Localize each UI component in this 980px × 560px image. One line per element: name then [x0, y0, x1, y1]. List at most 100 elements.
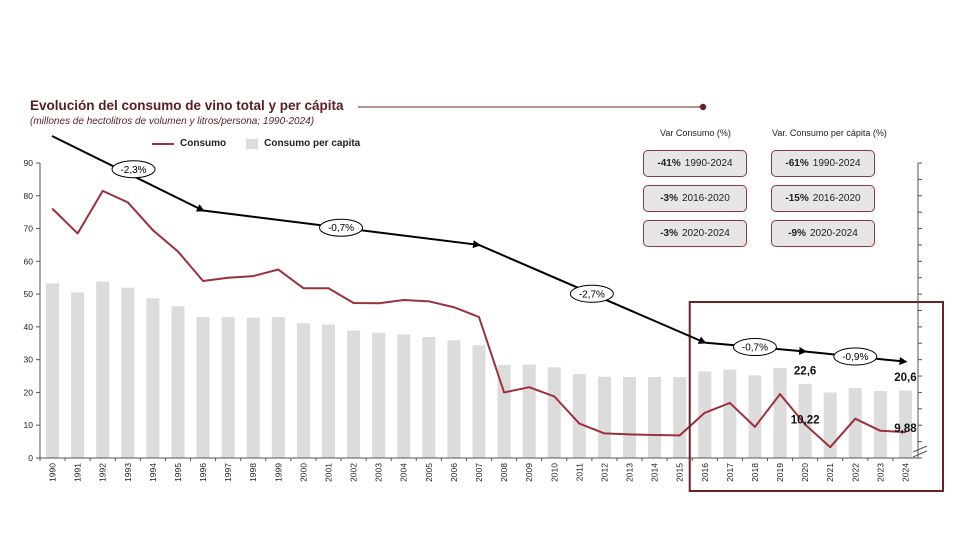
x-tick-label: 2010 [549, 463, 559, 482]
x-tick-label: 2018 [750, 463, 760, 482]
consumo-point [277, 268, 280, 271]
var-value: -3% [660, 193, 678, 204]
consumo-point [478, 316, 480, 318]
x-tick-label: 2005 [424, 463, 434, 482]
x-tick-label: 2021 [825, 463, 835, 482]
consumo-point [678, 434, 681, 437]
data-label: 10,22 [791, 415, 820, 427]
trend-label-bubble [569, 284, 614, 303]
consumo-point [653, 434, 656, 436]
x-tick-label: 1998 [248, 463, 258, 482]
consumo-point [829, 446, 831, 448]
x-tick-label: 2003 [374, 463, 384, 482]
trend-label-bubble [319, 218, 364, 237]
consumo-point [879, 429, 882, 432]
y-tick-label: 80 [24, 191, 34, 201]
bar [472, 345, 486, 458]
trend-label: -2,7% [579, 289, 605, 300]
y-tick-label: 20 [24, 387, 34, 397]
consumo-point [428, 300, 430, 303]
consumo-point [51, 208, 54, 210]
x-tick-label: 2017 [725, 463, 735, 482]
bar [698, 371, 712, 458]
data-label: 9,88 [894, 423, 917, 435]
highlight-frame [688, 301, 944, 492]
bar [422, 337, 436, 458]
y-tick-label: 10 [24, 420, 34, 430]
consumo-point [578, 422, 581, 425]
x-tick-label: 1995 [173, 463, 183, 482]
x-tick-label: 2004 [399, 463, 409, 482]
consumo-point [402, 299, 405, 301]
var-value: -61% [785, 158, 809, 169]
consumo-point [327, 287, 330, 290]
bar [597, 376, 611, 458]
x-tick-label: 1997 [223, 463, 233, 482]
legend-bar-label: Consumo per capita [264, 138, 361, 149]
bar [171, 306, 185, 458]
x-tick-label: 2002 [349, 463, 359, 482]
x-tick-label: 1993 [123, 463, 133, 482]
x-tick-label: 2009 [524, 463, 534, 482]
consumo-point [76, 232, 79, 235]
x-tick-label: 2023 [875, 463, 885, 482]
x-tick-label: 1996 [198, 463, 208, 482]
bar [648, 377, 662, 458]
var-value: -41% [657, 158, 681, 169]
trend-label: -0,7% [742, 343, 768, 354]
consumo-point [904, 431, 907, 433]
consumo-point [377, 302, 380, 305]
x-tick-label: 1990 [48, 463, 58, 482]
x-tick-label: 2008 [499, 463, 509, 482]
x-tick-label: 1994 [148, 463, 158, 482]
y-tick-label: 60 [24, 256, 34, 266]
consumo-point [729, 402, 731, 404]
x-tick-label: 2007 [474, 463, 484, 482]
bar [96, 281, 110, 458]
bar [447, 340, 461, 458]
x-tick-label: 1991 [73, 463, 83, 482]
var-total-header: Var Consumo (%) [660, 128, 731, 138]
consumo-point [628, 433, 631, 436]
consumo-point [854, 417, 857, 420]
y-tick-label: 40 [24, 322, 34, 332]
var-total-box: -3% 2016-2020 [643, 185, 747, 212]
consumo-point [804, 423, 806, 426]
bar [748, 375, 762, 458]
bar [146, 298, 160, 458]
consumo-point [352, 302, 355, 304]
x-tick-label: 1992 [98, 463, 108, 482]
bar [46, 283, 60, 458]
x-tick-label: 2012 [599, 463, 609, 482]
data-label: 22,6 [794, 365, 816, 377]
var-period: 2020-2024 [809, 228, 858, 239]
bar [196, 317, 210, 458]
y-tick-label: 50 [24, 289, 34, 299]
consumo-point [528, 386, 530, 389]
trend-label-bubble [833, 347, 878, 366]
var-total-box: -41% 1990-2024 [643, 150, 747, 177]
bar [522, 364, 536, 458]
title-rule-dot [699, 103, 707, 111]
bar [271, 317, 285, 458]
var-period: 2016-2020 [812, 193, 861, 204]
x-tick-label: 2006 [449, 463, 459, 482]
var-period: 1990-2024 [812, 158, 861, 169]
var-period: 1990-2024 [684, 158, 733, 169]
bar [773, 367, 787, 458]
trend-label: -0,7% [328, 223, 354, 234]
var-period: 2020-2024 [681, 228, 730, 239]
consumo-point [553, 395, 556, 398]
bar [873, 391, 887, 458]
x-tick-label: 2000 [298, 463, 308, 482]
var-percapita-box: -15% 2016-2020 [771, 185, 875, 212]
axis-break [912, 450, 928, 458]
x-tick-label: 2019 [775, 463, 785, 482]
consumo-point [503, 391, 505, 394]
bar [397, 334, 411, 458]
consumo-point [152, 229, 154, 231]
bar [572, 374, 586, 458]
chart-subtitle: (millones de hectolitros de volumen y li… [30, 116, 315, 127]
trend-label: -2,3% [120, 165, 146, 176]
